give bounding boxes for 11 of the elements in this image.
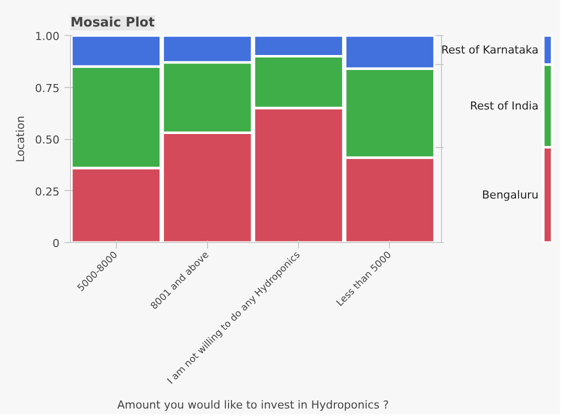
y-tick-label: 1.00 [35, 30, 60, 43]
y-tick-label: 0 [52, 237, 60, 250]
series-label: Rest of Karnataka [441, 43, 539, 56]
chart-title: Mosaic Plot [70, 16, 155, 30]
y-tick-label: 0.50 [35, 134, 60, 146]
series-label: Bengaluru [482, 188, 539, 202]
y-axis-title: Location [14, 116, 28, 162]
y-tick-label: 0.75 [35, 82, 60, 95]
series-label: Rest of India [470, 99, 539, 112]
y-tick-label: 0.25 [35, 185, 60, 198]
x-axis-title: Amount you would like to invest in Hydroponics ? [117, 398, 389, 412]
